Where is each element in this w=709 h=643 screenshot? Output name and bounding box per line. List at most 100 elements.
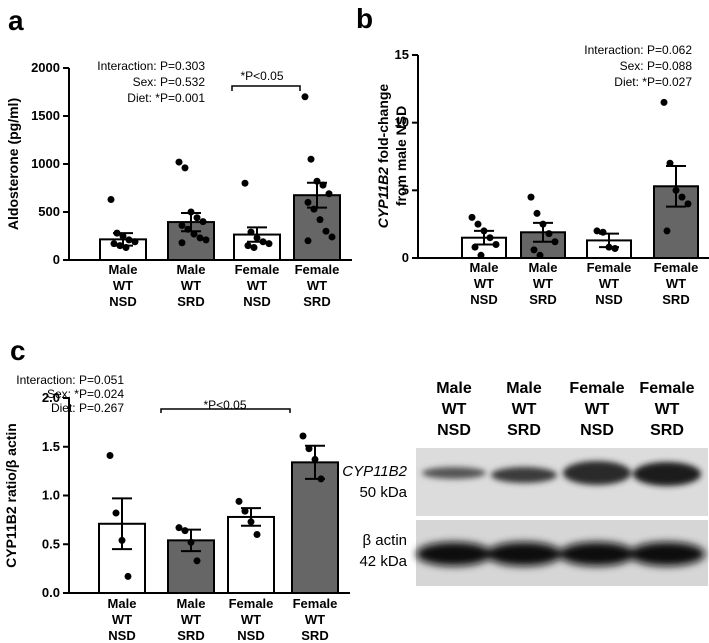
panel-c-sig-bracket xyxy=(160,408,291,413)
blot-actin-band-2 xyxy=(486,542,562,566)
panel-c-category-2-line-2: NSD xyxy=(237,628,264,643)
panel-a-point-3-5 xyxy=(304,198,312,206)
panel-b-category-0-line-0: Male xyxy=(470,260,499,275)
panel-a-category-2-line-1: WT xyxy=(247,278,267,293)
blot-lane1-line2: WT xyxy=(442,401,467,418)
panel-a-ytick-label-3: 1500 xyxy=(31,108,60,123)
panel-a-point-1-6 xyxy=(184,225,192,233)
panel-b-point-0-5 xyxy=(471,243,479,251)
panel-c-ylabel: CYP11B2 ratio/β actin xyxy=(3,423,19,568)
panel-b-category-0-line-1: WT xyxy=(474,276,494,291)
panel-c-bar-3 xyxy=(291,461,339,594)
panel-b-category-3-line-2: SRD xyxy=(662,292,689,307)
western-blot: Male WT NSD Male WT SRD Female WT NSD Fe… xyxy=(342,380,708,586)
blot-lane1-line3: NSD xyxy=(437,422,471,439)
blot-lane4-line3: SRD xyxy=(650,422,684,439)
panel-c-point-3-2 xyxy=(311,455,319,463)
panel-c-category-0-line-1: WT xyxy=(112,612,132,627)
panel-a-point-3-1 xyxy=(307,155,315,163)
panel-a-category-0-line-0: Male xyxy=(109,262,138,277)
panel-c-category-1-line-1: WT xyxy=(181,612,201,627)
panel-c-point-1-2 xyxy=(187,538,195,546)
panel-a-point-3-9 xyxy=(328,233,336,241)
panel-a-point-1-4 xyxy=(199,218,207,226)
blot-lane2-line2: WT xyxy=(512,401,537,418)
panel-b-point-3-5 xyxy=(663,227,671,235)
panel-a-point-3-4 xyxy=(325,190,333,198)
blot-cyp11b2-band-3 xyxy=(563,461,631,485)
panel-b-stat-diet: Diet: *P=0.027 xyxy=(614,75,692,89)
panel-a-point-0-7 xyxy=(122,244,130,252)
blot-cyp11b2-band-1 xyxy=(422,467,486,479)
panel-b-point-3-2 xyxy=(672,186,680,194)
panel-b-point-2-2 xyxy=(605,243,613,251)
panel-c-category-1-line-0: Male xyxy=(177,596,206,611)
panel-c-point-0-3 xyxy=(124,572,132,580)
panel-c-point-1-3 xyxy=(193,557,201,565)
panel-b-ylabel-rest: fold-change xyxy=(375,84,391,167)
panel-a-point-3-0 xyxy=(301,93,309,101)
panel-a-sig-label: *P<0.05 xyxy=(240,69,283,83)
panel-c-category-3-line-1: WT xyxy=(305,612,325,627)
panel-a-point-2-5 xyxy=(244,242,252,250)
panel-c-category-2-line-1: WT xyxy=(241,612,261,627)
blot-lane3-line1: Female xyxy=(569,380,624,397)
panel-a-point-0-5 xyxy=(110,240,118,248)
panel-letter-b: b xyxy=(356,3,373,34)
blot-actin-label: β actin xyxy=(363,532,407,549)
panel-a-point-1-5 xyxy=(178,221,186,229)
panel-b-ytick-label-3: 15 xyxy=(395,47,409,62)
panel-a-point-2-1 xyxy=(247,228,255,236)
panel-b-category-3-line-0: Female xyxy=(654,260,699,275)
panel-a-point-1-2 xyxy=(187,208,195,216)
panel-b-point-1-0 xyxy=(527,193,535,201)
panel-b-point-2-3 xyxy=(611,245,619,253)
panel-a-point-1-9 xyxy=(202,236,210,244)
panel-b-category-1-line-2: SRD xyxy=(529,292,556,307)
panel-a-category-1-line-1: WT xyxy=(181,278,201,293)
panel-a-point-3-3 xyxy=(319,181,327,189)
panel-c-point-2-3 xyxy=(253,531,261,538)
panel-a-point-2-4 xyxy=(265,240,273,248)
panel-c-sig-label: *P<0.05 xyxy=(203,398,246,412)
panel-b-point-3-3 xyxy=(678,193,686,201)
blot-lane4-line1: Female xyxy=(639,380,694,397)
blot-lane3-line3: NSD xyxy=(580,422,614,439)
panel-c-point-2-1 xyxy=(241,507,249,515)
blot-actin-band-3 xyxy=(559,542,635,566)
panel-c-point-0-1 xyxy=(112,509,120,517)
panel-letter-c: c xyxy=(10,335,26,366)
panel-b-category-3-line-1: WT xyxy=(666,276,686,291)
panel-a-point-3-7 xyxy=(316,216,324,224)
panel-b-ylabel-gene: CYP11B2 xyxy=(375,167,391,228)
blot-lane4-line2: WT xyxy=(655,401,680,418)
panel-b-ylabel-line1: CYP11B2 fold-change xyxy=(375,84,391,229)
panel-a-point-1-0 xyxy=(175,158,183,166)
panel-a-ytick-label-0: 0 xyxy=(53,252,60,267)
panel-c-stat-interaction: Interaction: P=0.051 xyxy=(16,373,124,387)
blot-actin-band-1 xyxy=(416,542,492,566)
panel-a-category-3-line-0: Female xyxy=(295,262,340,277)
panel-a-point-2-3 xyxy=(259,238,267,246)
blot-lane2-line1: Male xyxy=(506,380,542,397)
panel-letter-a: a xyxy=(8,5,24,36)
panel-a-ylabel: Aldosterone (pg/ml) xyxy=(5,98,21,230)
panel-c-category-3-line-2: SRD xyxy=(301,628,328,643)
panel-b-ytick-label-1: 5 xyxy=(402,182,409,197)
blot-lane2-line3: SRD xyxy=(507,422,541,439)
panel-a-point-0-2 xyxy=(119,232,127,240)
panel-c-category-1-line-2: SRD xyxy=(177,628,204,643)
panel-b-ytick-label-0: 0 xyxy=(402,250,409,265)
panel-a-point-3-6 xyxy=(310,205,318,213)
panel-c-point-1-1 xyxy=(181,527,189,535)
blot-cyp11b2-kda: 50 kDa xyxy=(359,484,407,501)
panel-a-point-0-3 xyxy=(125,236,133,244)
panel-a-ytick-label-1: 500 xyxy=(38,204,60,219)
blot-lane1-line1: Male xyxy=(436,380,472,397)
panel-b-ytick-label-2: 10 xyxy=(395,115,409,130)
panel-b-point-1-5 xyxy=(530,246,538,254)
panel-b-point-3-4 xyxy=(684,200,692,208)
panel-a-sig-bracket xyxy=(231,85,301,91)
blot-actin-kda: 42 kDa xyxy=(359,553,407,570)
